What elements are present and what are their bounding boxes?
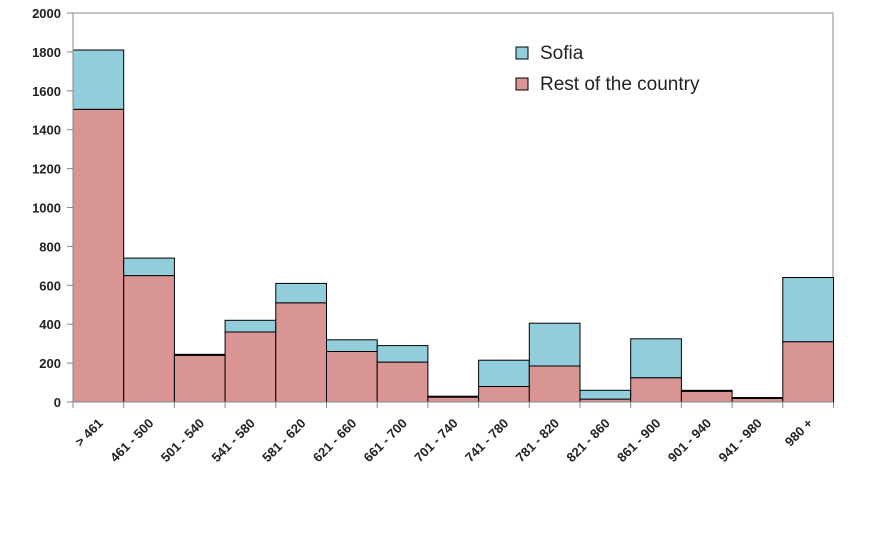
bar-segment-sofia	[680, 389, 733, 392]
bar-segment-rest-of-country	[376, 361, 429, 403]
bar-segment-sofia	[376, 345, 429, 363]
bar-segment-rest-of-country	[782, 341, 834, 403]
bar-segment-sofia	[782, 277, 834, 343]
x-category-label: 581 - 620	[259, 416, 308, 465]
legend: Sofia Rest of the country	[515, 43, 700, 95]
x-category-label: > 461	[72, 416, 106, 450]
bar-segment-sofia	[173, 353, 226, 356]
bar-segment-sofia	[224, 319, 277, 333]
x-category-label: 741 - 780	[462, 416, 511, 465]
y-tick-label: 400	[39, 317, 61, 332]
x-category-label: 861 - 900	[614, 416, 663, 465]
bar-segment-rest-of-country	[72, 108, 125, 403]
x-category-label: 701 - 740	[411, 416, 460, 465]
bar-segment-sofia	[326, 339, 378, 352]
x-category-label: 501 - 540	[158, 416, 207, 465]
x-category-label: 821 - 860	[563, 416, 612, 465]
y-tick-label: 0	[54, 395, 61, 410]
plot-frame	[72, 12, 834, 403]
bar-segment-rest-of-country	[123, 275, 175, 403]
legend-label: Sofia	[540, 43, 584, 64]
bar-segment-rest-of-country	[731, 398, 784, 403]
bar-segment-rest-of-country	[528, 365, 581, 403]
bar-segment-sofia	[72, 49, 125, 110]
bar-segment-rest-of-country	[173, 354, 226, 403]
bars-group	[72, 49, 834, 403]
legend-label: Rest of the country	[540, 74, 700, 95]
bar-segment-sofia	[478, 359, 530, 388]
y-axis: 0 200 400 600 800 1000 1200 1400 1600 1800 2000	[32, 6, 74, 410]
bar-segment-sofia	[427, 395, 480, 398]
y-tick-label: 1200	[32, 162, 61, 177]
bar-segment-sofia	[123, 257, 175, 277]
bar-segment-sofia	[528, 322, 581, 367]
x-category-label: 901 - 940	[665, 416, 714, 465]
y-tick-label: 1800	[32, 45, 61, 60]
bar-segment-rest-of-country	[224, 331, 277, 403]
bar-segment-sofia	[731, 397, 784, 399]
bar-segment-rest-of-country	[275, 302, 327, 403]
x-category-label: 461 - 500	[107, 416, 156, 465]
bar-segment-rest-of-country	[326, 350, 378, 403]
y-tick-label: 200	[39, 356, 61, 371]
y-tick-label: 1400	[32, 123, 61, 138]
x-category-label: 621 - 660	[310, 416, 359, 465]
y-tick-label: 1600	[32, 84, 61, 99]
y-tick-label: 2000	[32, 6, 61, 21]
legend-swatch	[515, 46, 529, 60]
x-category-label: 661 - 700	[361, 416, 410, 465]
y-tick-label: 1000	[32, 201, 61, 216]
bar-segment-rest-of-country	[427, 396, 480, 403]
x-category-label: 541 - 580	[208, 416, 257, 465]
bar-segment-sofia	[275, 282, 327, 304]
bar-segment-rest-of-country	[478, 385, 530, 403]
bar-segment-sofia	[579, 389, 632, 400]
bar-segment-sofia	[630, 338, 682, 379]
x-axis: > 461 461 - 500 501 - 540 541 - 580 581 - 62…	[72, 401, 834, 465]
x-category-label: 980 +	[782, 415, 816, 449]
x-category-label: 781 - 820	[513, 416, 562, 465]
y-tick-label: 800	[39, 239, 61, 254]
x-category-label: 941 - 980	[715, 416, 764, 465]
y-tick-label: 600	[39, 278, 61, 293]
bar-segment-rest-of-country	[630, 377, 682, 403]
bar-segment-rest-of-country	[680, 390, 733, 403]
legend-swatch	[515, 77, 529, 91]
